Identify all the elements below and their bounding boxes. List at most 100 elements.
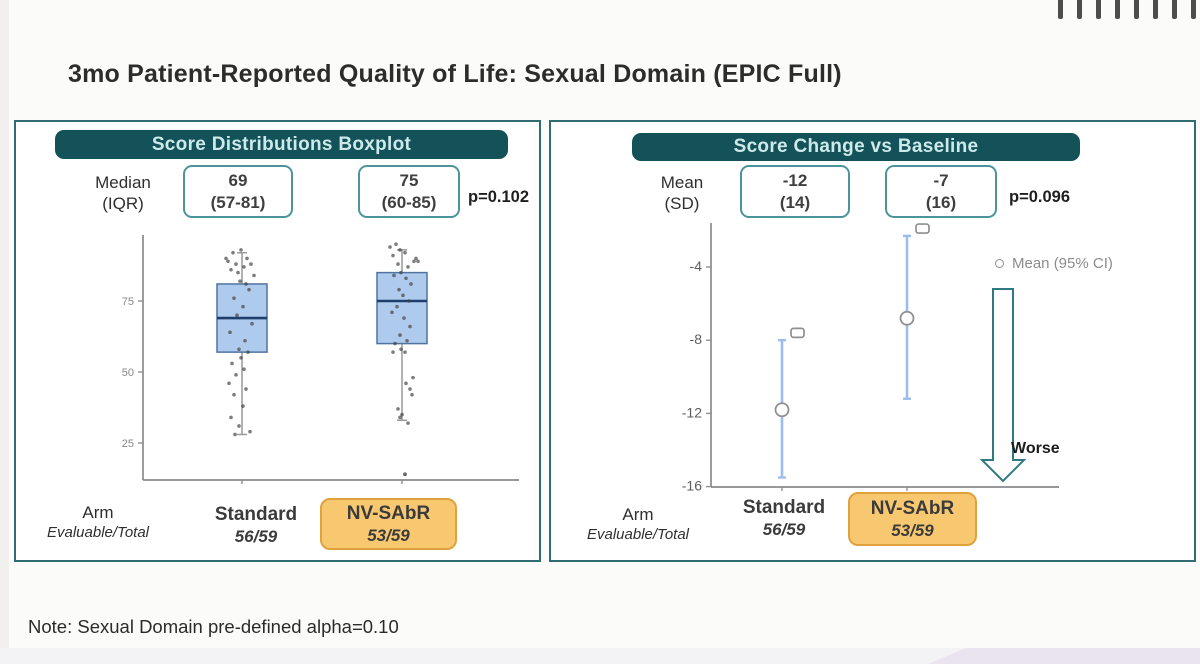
jitter-point bbox=[398, 248, 402, 252]
jitter-point bbox=[390, 310, 394, 315]
jitter-point bbox=[238, 279, 242, 283]
jitter-point bbox=[406, 421, 410, 425]
jitter-point bbox=[227, 381, 231, 386]
bottom-band bbox=[0, 648, 1200, 664]
jitter-point bbox=[236, 270, 240, 275]
jitter-point bbox=[224, 256, 228, 261]
stat-range: (16) bbox=[925, 192, 957, 212]
y-tick-label: 75 bbox=[122, 296, 134, 308]
jitter-point bbox=[404, 276, 408, 281]
jitter-point bbox=[239, 356, 243, 360]
stat-label-line: (SD) bbox=[664, 194, 700, 213]
jitter-point bbox=[406, 265, 410, 269]
nvsabr-median-stat-box: 75 (60-85) bbox=[358, 165, 460, 218]
jitter-point bbox=[414, 256, 418, 261]
jitter-point bbox=[249, 262, 253, 266]
y-tick-label: -4 bbox=[690, 258, 703, 274]
y-tick-label: -8 bbox=[690, 331, 703, 347]
jitter-point bbox=[242, 265, 246, 269]
jitter-point bbox=[410, 392, 414, 397]
nvsabr-highlight-box: NV-SAbR 53/59 bbox=[320, 498, 457, 550]
stat-range: (14) bbox=[779, 192, 811, 212]
stat-range: (57-81) bbox=[210, 192, 266, 212]
evaluable-total-label: Evaluable/Total bbox=[586, 526, 690, 543]
nvsabr-mean-stat-box: -7 (16) bbox=[885, 165, 997, 218]
standard-arm-column: Standard 56/59 bbox=[722, 496, 846, 541]
jitter-point bbox=[405, 338, 409, 343]
jitter-point bbox=[244, 387, 248, 391]
median-iqr-label: Median (IQR) bbox=[76, 172, 170, 214]
jitter-point bbox=[241, 404, 245, 408]
jitter-point bbox=[229, 267, 233, 272]
stat-value: -12 bbox=[782, 170, 808, 190]
jitter-point bbox=[233, 432, 237, 437]
jitter-point bbox=[398, 415, 402, 420]
jitter-point bbox=[230, 361, 234, 366]
jitter-point bbox=[394, 242, 398, 246]
stat-label-line: Median bbox=[95, 173, 151, 192]
tick-bar bbox=[1153, 0, 1158, 19]
jitter-point bbox=[402, 316, 406, 320]
arm-name: Standard bbox=[214, 504, 298, 525]
arm-name: Standard bbox=[742, 497, 826, 518]
tick-bar bbox=[1077, 0, 1082, 19]
jitter-point bbox=[243, 338, 247, 343]
jitter-point bbox=[388, 245, 392, 249]
jitter-point bbox=[416, 259, 420, 264]
legend-label: Mean (95% CI) bbox=[1012, 255, 1113, 272]
y-tick-label: -16 bbox=[682, 478, 702, 494]
score-change-panel-header: Score Change vs Baseline bbox=[632, 133, 1080, 161]
legend-mean-ci: Mean (95% CI) bbox=[995, 255, 1113, 272]
jitter-point bbox=[246, 350, 250, 354]
square-marker bbox=[915, 223, 930, 234]
score-change-panel: Score Change vs Baseline Mean (SD) -12 (… bbox=[549, 120, 1196, 562]
jitter-point bbox=[409, 282, 413, 286]
worse-label: Worse bbox=[1011, 440, 1060, 457]
jitter-point bbox=[248, 429, 252, 434]
mean-sd-label: Mean (SD) bbox=[635, 172, 729, 214]
jitter-point bbox=[235, 313, 239, 317]
arm-label: Arm bbox=[622, 505, 654, 524]
stat-label-line: (IQR) bbox=[102, 194, 144, 213]
y-tick-label: 50 bbox=[122, 367, 134, 379]
slide-title: 3mo Patient-Reported Quality of Life: Se… bbox=[68, 60, 842, 88]
boxplot-chart: 75 50 25 bbox=[122, 235, 519, 484]
jitter-point bbox=[237, 424, 241, 428]
mean-circle bbox=[774, 402, 790, 418]
jitter-point bbox=[391, 350, 395, 354]
standard-arm-column: Standard 56/59 bbox=[194, 503, 318, 548]
jitter-point bbox=[399, 347, 403, 352]
jitter-point bbox=[250, 321, 254, 326]
arm-evaluable: 56/59 bbox=[762, 520, 806, 539]
tick-bar bbox=[1172, 0, 1177, 19]
jitter-point bbox=[404, 381, 408, 386]
jitter-point bbox=[403, 250, 407, 255]
arm-evaluable: 53/59 bbox=[891, 520, 934, 540]
jitter-point bbox=[245, 256, 249, 261]
arm-name: NV-SAbR bbox=[870, 497, 955, 519]
tick-bar bbox=[1096, 0, 1101, 19]
stat-value: -7 bbox=[933, 170, 949, 190]
arm-row-label: Arm Evaluable/Total bbox=[571, 504, 705, 545]
errorbar-chart: -4 -8 -12 -16 bbox=[682, 223, 1059, 494]
stat-range: (60-85) bbox=[381, 192, 437, 212]
evaluable-total-label: Evaluable/Total bbox=[46, 524, 150, 541]
top-right-tick-bars bbox=[1058, 0, 1196, 19]
boxplot-panel: Score Distributions Boxplot Median (IQR)… bbox=[14, 120, 541, 562]
jitter-point bbox=[396, 407, 400, 411]
jitter-point bbox=[412, 259, 416, 264]
iqr-box bbox=[376, 271, 428, 345]
jitter-point bbox=[408, 324, 412, 329]
jitter-point bbox=[399, 270, 403, 275]
tick-bar bbox=[1115, 0, 1120, 19]
jitter-point bbox=[234, 262, 238, 266]
jitter-point bbox=[232, 392, 236, 397]
bottom-right-decoration bbox=[928, 648, 1200, 664]
outlier-point bbox=[403, 472, 407, 477]
jitter-point bbox=[411, 375, 415, 380]
arm-label: Arm bbox=[82, 503, 114, 522]
tick-bar bbox=[1058, 0, 1063, 19]
jitter-point bbox=[392, 273, 396, 278]
jitter-point bbox=[397, 287, 401, 292]
standard-median-stat-box: 69 (57-81) bbox=[183, 165, 293, 218]
